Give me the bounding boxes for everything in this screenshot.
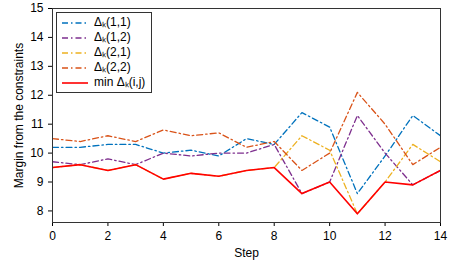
svg-text:10: 10	[30, 146, 44, 160]
svg-text:4: 4	[160, 229, 167, 243]
svg-text:14: 14	[434, 229, 448, 243]
html-text:Δₖ(2,1): Δₖ(2,1)	[94, 45, 131, 59]
svg-text:2: 2	[105, 229, 112, 243]
svg-text:6: 6	[215, 229, 222, 243]
html-text:Δₖ(2,2): Δₖ(2,2)	[94, 60, 131, 74]
svg-text:0: 0	[49, 229, 56, 243]
html-text:Δₖ(1,1): Δₖ(1,1)	[94, 15, 131, 29]
svg-text:13: 13	[30, 59, 44, 73]
svg-text:Margin from the constraints: Margin from the constraints	[12, 43, 26, 188]
svg-text:10: 10	[323, 229, 337, 243]
html-text:min Δₖ(i,j): min Δₖ(i,j)	[94, 75, 146, 89]
svg-text:Step: Step	[234, 246, 259, 260]
svg-text:12: 12	[378, 229, 392, 243]
svg-text:11: 11	[31, 117, 44, 131]
svg-text:15: 15	[30, 1, 44, 15]
svg-text:8: 8	[271, 229, 278, 243]
svg-text:8: 8	[37, 204, 44, 218]
svg-text:14: 14	[30, 30, 44, 44]
svg-text:9: 9	[37, 175, 44, 189]
svg-text:12: 12	[30, 88, 44, 102]
html-text:Δₖ(1,2): Δₖ(1,2)	[94, 30, 131, 44]
